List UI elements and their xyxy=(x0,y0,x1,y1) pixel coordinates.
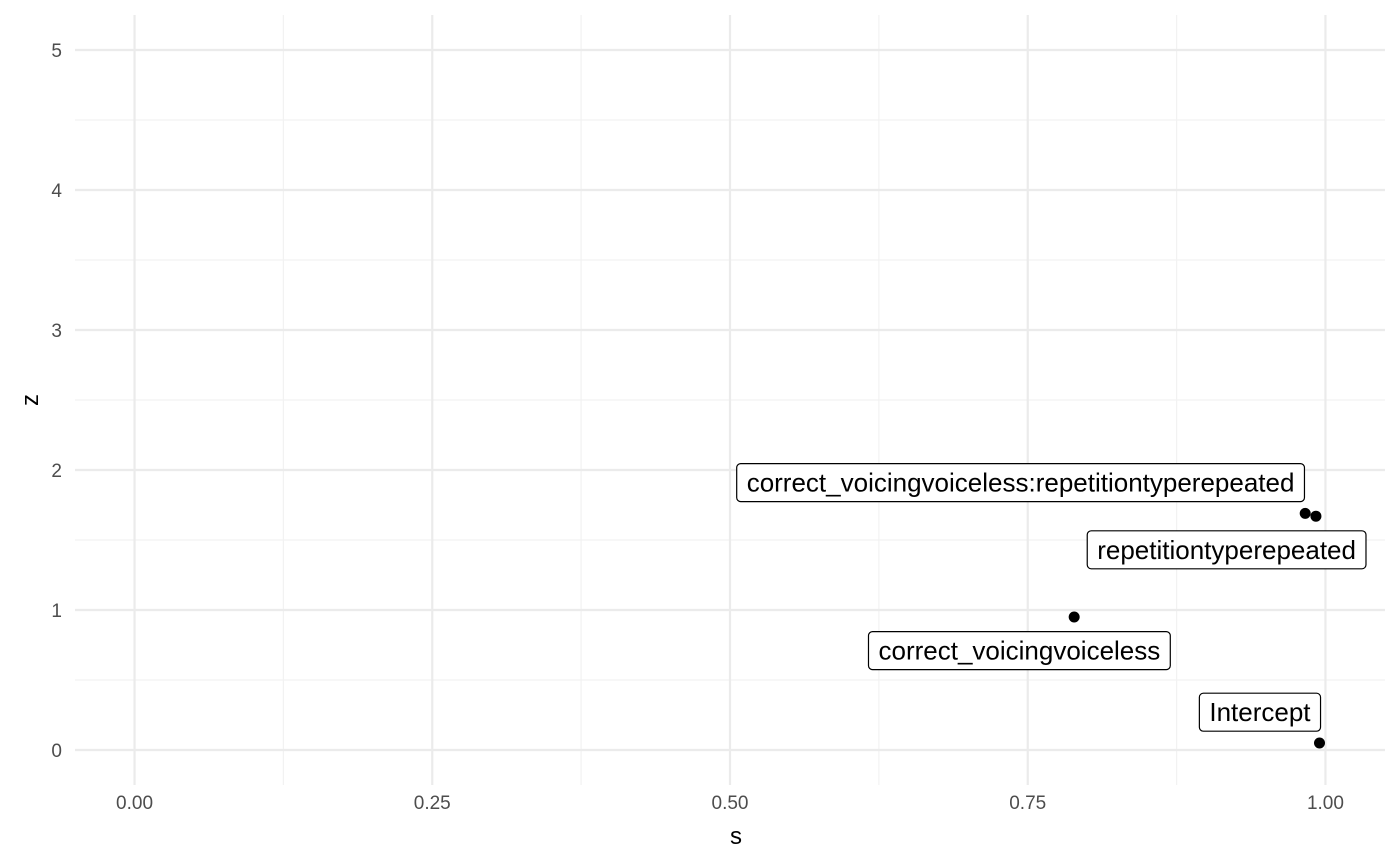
point-label-box xyxy=(1086,530,1367,570)
point-label: correct_voicingvoiceless:repetitiontyper… xyxy=(736,463,1306,503)
y-tick-label: 4 xyxy=(51,181,62,202)
point-label: Intercept xyxy=(1198,692,1322,732)
x-axis-ticks: 0.00 0.25 0.50 0.75 1.00 xyxy=(116,793,1344,814)
data-point xyxy=(1068,611,1080,623)
point-label-text: repetitiontyperepeated xyxy=(1097,535,1356,565)
y-tick-label: 5 xyxy=(51,41,62,62)
point-label-box xyxy=(867,630,1171,671)
x-tick-label: 0.00 xyxy=(116,793,153,814)
y-tick-label: 0 xyxy=(51,741,62,762)
x-tick-label: 0.50 xyxy=(712,793,749,814)
y-axis-ticks: 0 1 2 3 4 5 xyxy=(51,41,62,762)
point-label-text: Intercept xyxy=(1209,697,1311,727)
x-axis-title: s xyxy=(730,823,742,850)
y-axis-title: z xyxy=(17,394,44,406)
x-tick-label: 0.25 xyxy=(414,793,451,814)
data-point xyxy=(1299,507,1311,519)
point-label-text: correct_voicingvoiceless xyxy=(878,636,1160,666)
point-labels: correct_voicingvoiceless:repetitiontyper… xyxy=(736,463,1367,732)
data-point xyxy=(1310,510,1322,522)
point-label-text: correct_voicingvoiceless:repetitiontyper… xyxy=(747,468,1295,498)
data-point xyxy=(1314,737,1325,749)
y-tick-label: 2 xyxy=(51,461,62,482)
x-tick-label: 1.00 xyxy=(1307,793,1344,814)
y-tick-label: 1 xyxy=(51,601,62,622)
point-label: repetitiontyperepeated xyxy=(1086,530,1367,570)
x-tick-label: 0.75 xyxy=(1009,793,1046,814)
y-tick-label: 3 xyxy=(51,321,62,342)
data-points xyxy=(1068,507,1325,749)
point-label-box xyxy=(736,463,1306,503)
point-label: correct_voicingvoiceless xyxy=(867,630,1171,671)
point-label-box xyxy=(1198,692,1322,732)
